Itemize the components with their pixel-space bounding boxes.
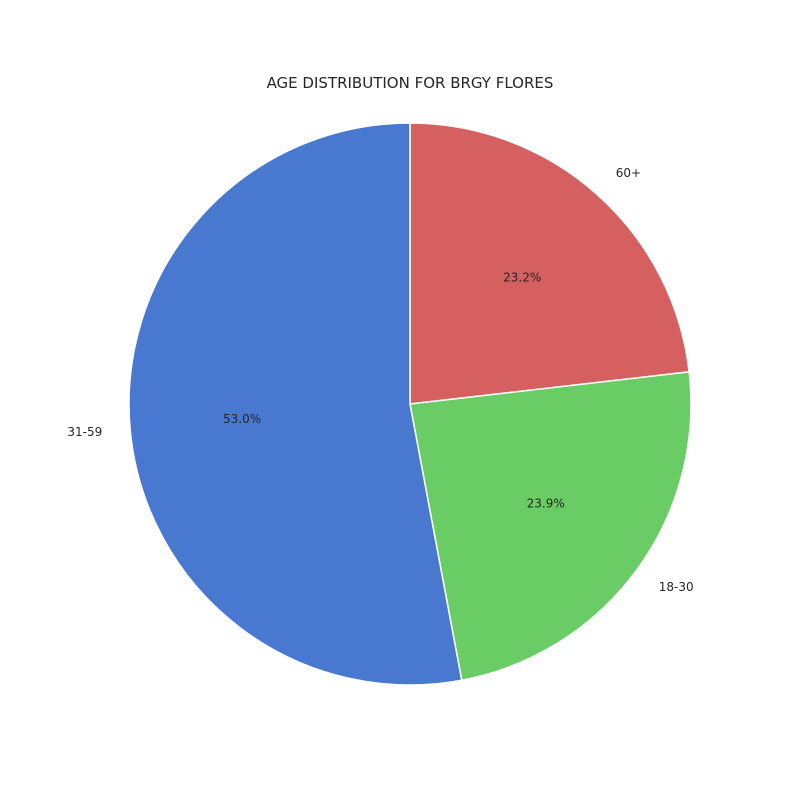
- slice-label-31-59: 31-59: [67, 425, 102, 439]
- slice-label-18-30: 18-30: [659, 580, 694, 594]
- pie-slice-18-30: [409, 371, 692, 681]
- pct-label-31-59: 53.0%: [223, 412, 261, 426]
- pie-slices: [128, 122, 692, 686]
- pct-label-18-30: 23.9%: [527, 497, 565, 511]
- pie-slice-31-59: [128, 122, 463, 686]
- slice-label-60+: 60+: [616, 166, 641, 180]
- pie-labels: 60+ 23.2% 18-30 23.9% 31-59 53.0%: [67, 166, 693, 594]
- chart-title: AGE DISTRIBUTION FOR BRGY FLORES: [267, 74, 554, 92]
- pct-label-60+: 23.2%: [503, 271, 541, 285]
- pie-slice-60+: [409, 122, 690, 405]
